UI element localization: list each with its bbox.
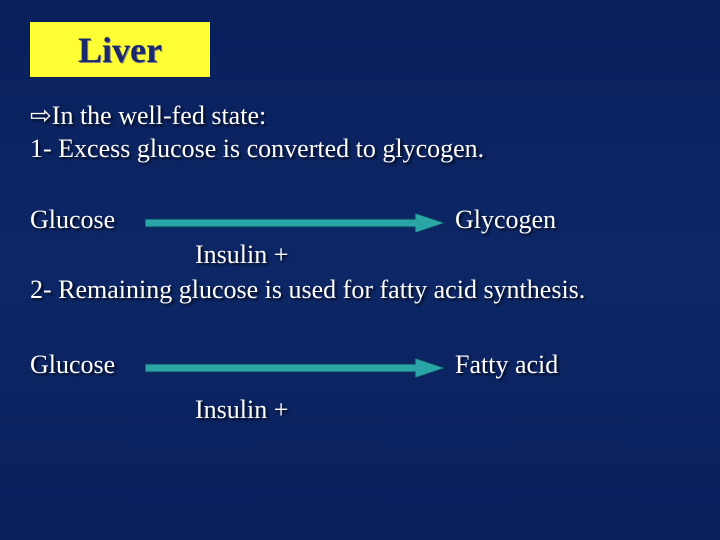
bullet-arrow-icon: ⇨ xyxy=(30,100,52,130)
arrow-right-icon xyxy=(145,213,445,233)
d1-under-label: Insulin + xyxy=(195,240,288,270)
arrow-right-icon xyxy=(145,358,445,378)
d1-left-label: Glucose xyxy=(30,205,115,235)
intro-text: In the well-fed state: xyxy=(52,101,266,130)
title-text: Liver xyxy=(78,29,162,71)
slide-container: Liver ⇨In the well-fed state: 1- Excess … xyxy=(0,0,720,540)
point-2-text: 2- Remaining glucose is used for fatty a… xyxy=(30,275,585,305)
d2-left-label: Glucose xyxy=(30,350,115,380)
intro-line: ⇨In the well-fed state: xyxy=(30,100,266,131)
point-1-text: 1- Excess glucose is converted to glycog… xyxy=(30,134,484,164)
d2-right-label: Fatty acid xyxy=(455,350,558,380)
title-box: Liver xyxy=(30,22,210,77)
d1-right-label: Glycogen xyxy=(455,205,556,235)
d2-under-label: Insulin + xyxy=(195,395,288,425)
